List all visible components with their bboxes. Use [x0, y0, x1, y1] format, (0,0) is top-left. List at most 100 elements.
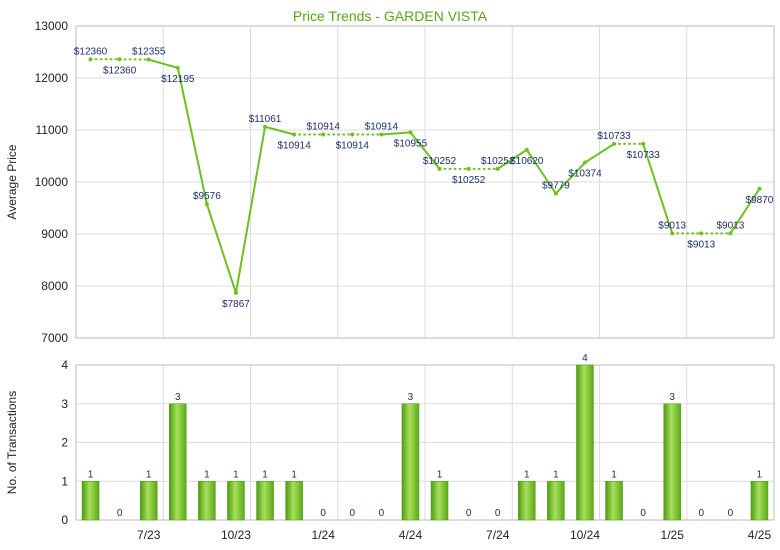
transaction-count-label: 0 — [466, 508, 472, 519]
transaction-count-label: 3 — [669, 392, 675, 403]
transaction-count-label: 0 — [320, 508, 326, 519]
transaction-bar — [81, 481, 100, 521]
transaction-count-label: 3 — [408, 392, 414, 403]
price-data-label: $12360 — [74, 46, 108, 57]
price-panel: 7000 8000 9000 10000 11000 12000 13000 Average … — [5, 19, 775, 345]
price-point — [670, 231, 675, 236]
x-tick-label: 1/25 — [661, 528, 685, 542]
price-data-label: $10914 — [365, 121, 399, 132]
price-y-tick-label: 12000 — [35, 71, 69, 85]
transaction-bar — [256, 481, 274, 521]
price-data-label: $10733 — [626, 150, 660, 161]
price-data-label: $10252 — [423, 156, 457, 167]
price-line-segment — [554, 161, 586, 195]
price-data-label: $10252 — [481, 156, 515, 167]
transaction-bar — [285, 481, 303, 521]
price-line-segment — [642, 142, 674, 235]
price-line-segment — [176, 66, 208, 206]
price-data-label: $10914 — [336, 140, 370, 151]
price-data-label: $10252 — [452, 175, 486, 186]
count-y-tick-label: 0 — [61, 513, 68, 527]
transaction-bar — [198, 481, 216, 521]
transaction-bar — [139, 481, 158, 521]
x-tick-label: 10/24 — [570, 528, 600, 542]
price-point — [321, 132, 326, 137]
transaction-count-label: 1 — [233, 469, 239, 480]
price-point — [524, 147, 529, 152]
count-plot-frame — [75, 364, 775, 521]
transaction-count-label: 1 — [262, 469, 268, 480]
price-data-label: $11061 — [249, 114, 282, 125]
price-point — [757, 186, 762, 191]
transaction-count-label: 1 — [757, 469, 763, 480]
price-point — [175, 65, 180, 70]
transaction-count-label: 0 — [117, 508, 123, 519]
transaction-bar — [663, 403, 681, 521]
price-y-tick-label: 7000 — [41, 331, 68, 345]
x-tick-label: 7/24 — [486, 528, 510, 542]
price-point — [641, 141, 646, 146]
transaction-bar — [401, 403, 420, 521]
price-data-label: $9013 — [687, 239, 715, 250]
price-point — [263, 124, 268, 129]
price-line-segment — [234, 125, 267, 294]
price-point — [204, 202, 209, 207]
transaction-count-label: 0 — [640, 508, 646, 519]
price-plot-frame — [75, 25, 775, 339]
count-y-tick-label: 1 — [61, 474, 68, 488]
price-data-label: $9870 — [746, 195, 774, 206]
count-y-tick-label: 2 — [61, 436, 68, 450]
transaction-count-label: 1 — [146, 469, 152, 480]
transaction-bar — [576, 364, 594, 521]
price-y-tick-label: 9000 — [41, 227, 68, 241]
price-y-tick-label: 11000 — [36, 123, 69, 137]
x-tick-label: 4/25 — [748, 528, 772, 542]
transaction-count-label: 1 — [553, 469, 559, 480]
transaction-count-label: 1 — [88, 469, 94, 480]
price-y-axis-title: Average Price — [5, 144, 19, 219]
price-point — [553, 191, 558, 196]
chart-title: Price Trends - GARDEN VISTA — [293, 8, 488, 24]
transactions-panel: 0 1 2 3 4 7/23 10/23 1/24 4/24 7/24 10/24 1/25 4/25 N… — [5, 353, 775, 542]
price-data-label: $10914 — [277, 140, 311, 151]
transaction-count-label: 0 — [728, 508, 734, 519]
price-point — [233, 290, 238, 295]
transaction-bar — [547, 481, 565, 521]
price-data-label: $9779 — [542, 180, 570, 191]
transaction-count-label: 0 — [699, 508, 705, 519]
price-line-segment — [205, 203, 237, 294]
transaction-count-label: 1 — [291, 469, 297, 480]
price-point — [612, 141, 617, 146]
price-data-label: $12355 — [132, 47, 166, 58]
transaction-bar — [605, 481, 623, 521]
price-point — [408, 130, 413, 135]
price-data-label: $10374 — [568, 169, 602, 180]
transaction-count-label: 1 — [204, 469, 210, 480]
price-point — [88, 57, 93, 62]
price-point — [379, 132, 384, 137]
price-line-segment — [525, 148, 557, 195]
price-point — [350, 132, 355, 137]
transaction-count-label: 0 — [350, 508, 356, 519]
count-y-tick-label: 4 — [61, 358, 68, 372]
price-line-segment — [729, 187, 761, 235]
price-y-tick-label: 13000 — [35, 19, 69, 33]
transaction-count-label: 4 — [582, 353, 588, 364]
price-line-segment — [409, 131, 441, 170]
transaction-count-label: 1 — [524, 469, 530, 480]
transaction-bar — [750, 481, 769, 521]
transaction-count-label: 0 — [379, 508, 385, 519]
transaction-bar — [227, 481, 245, 521]
transaction-count-label: 1 — [437, 469, 443, 480]
transaction-bar — [169, 403, 187, 521]
price-line-segment — [583, 142, 616, 164]
price-y-tick-label: 8000 — [41, 279, 68, 293]
x-tick-label: 4/24 — [399, 528, 423, 542]
transaction-count-label: 1 — [611, 469, 617, 480]
price-data-label: $10914 — [307, 121, 341, 132]
count-y-axis-title: No. of Transactions — [5, 391, 19, 494]
price-point — [146, 57, 151, 62]
price-line-segment — [147, 58, 179, 69]
